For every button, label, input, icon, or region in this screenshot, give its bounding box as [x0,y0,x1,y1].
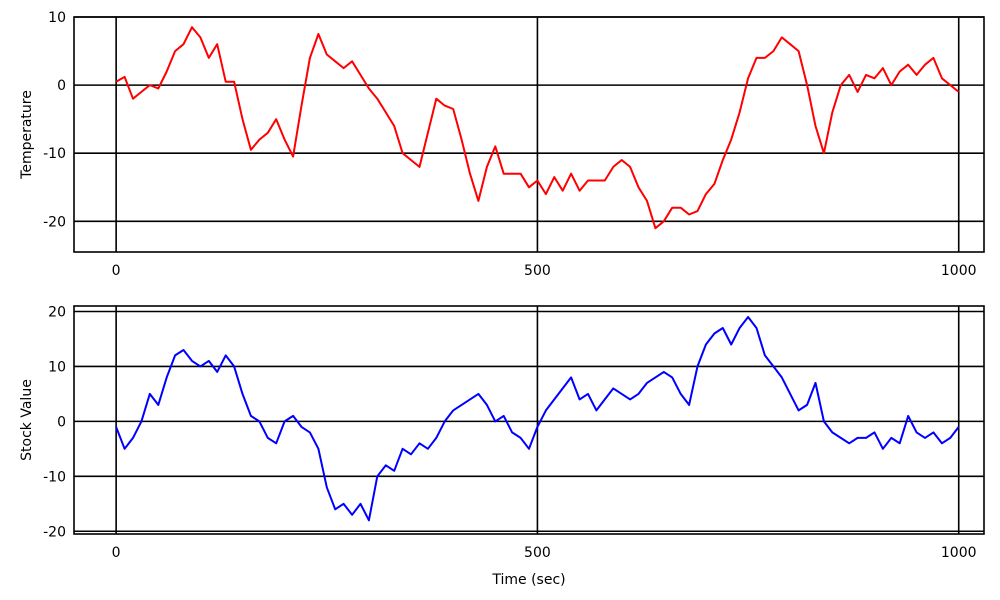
stock-value-ytick-label: -20 [43,524,66,540]
stock-value-panel: -20 -10 0 10 20 0 500 1000 Stock Value Time (sec) [19,304,985,588]
stock-value-plot-frame [73,305,985,535]
temperature-xtick-label: 500 [524,263,551,279]
stock-value-ytick-label: 0 [57,414,66,430]
stock-value-y-axis-label: Stock Value [19,379,35,461]
stock-value-ytick-label: 10 [48,359,66,375]
temperature-plot-frame [73,16,985,253]
temperature-ytick-label: 0 [57,78,66,94]
temperature-xtick-label: 1000 [941,263,977,279]
stock-value-xtick-label: 1000 [941,545,977,561]
temperature-xtick-label: 0 [112,263,121,279]
temperature-ytick-label: -20 [43,214,66,230]
stock-value-xtick-label: 0 [112,545,121,561]
stock-value-ytick-label: 20 [48,304,66,320]
stock-value-ytick-label: -10 [43,469,66,485]
stock-value-series-line-0 [115,316,960,522]
stock-value-x-axis-label: Time (sec) [491,572,565,588]
temperature-ytick-label: 10 [48,10,66,26]
temperature-y-axis-label: Temperature [19,90,35,180]
temperature-ytick-label: -10 [43,146,66,162]
stock-value-xtick-label: 500 [524,545,551,561]
temperature-series-line-0 [115,26,960,230]
temperature-panel: -20 -10 0 10 0 500 1000 Temperature [19,10,985,279]
